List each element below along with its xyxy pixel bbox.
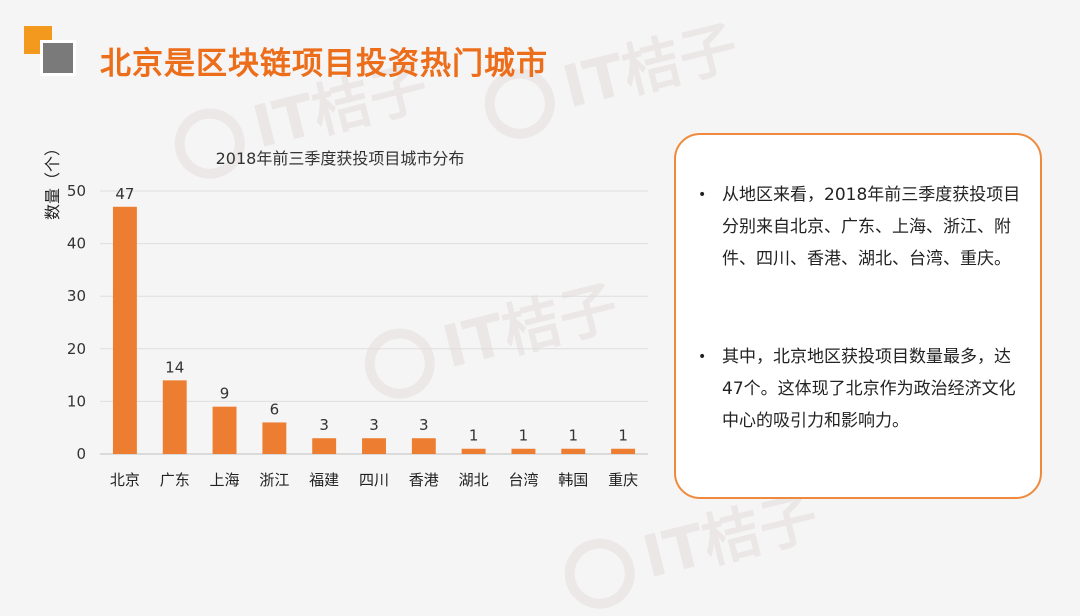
bar: [461, 448, 486, 454]
y-tick-label: 20: [67, 340, 86, 358]
bullet-item: • 从地区来看，2018年前三季度获投项目分别来自北京、广东、上海、浙江、附件、…: [698, 179, 1028, 275]
data-label: 3: [369, 416, 379, 434]
bullet-text: 其中，北京地区获投项目数量最多，达47个。这体现了北京作为政治经济文化中心的吸引…: [722, 347, 1016, 431]
bullet-dot-icon: •: [698, 349, 707, 365]
data-label: 1: [469, 427, 479, 445]
y-tick-label: 10: [67, 392, 86, 410]
y-tick-label: 0: [76, 445, 86, 463]
bar: [112, 206, 137, 454]
bar: [411, 438, 436, 454]
info-box: • 从地区来看，2018年前三季度获投项目分别来自北京、广东、上海、浙江、附件、…: [674, 133, 1042, 499]
x-tick-label: 四川: [359, 471, 389, 489]
bar: [262, 422, 287, 454]
grid-lines: [100, 190, 648, 455]
bar: [162, 380, 187, 454]
bullet-dot-icon: •: [698, 187, 707, 203]
y-tick-label: 50: [67, 182, 86, 200]
data-label: 14: [165, 358, 184, 376]
y-axis-label: 数量（个）: [43, 140, 62, 220]
page-title: 北京是区块链项目投资热门城市: [100, 46, 548, 82]
bullet-text: 从地区来看，2018年前三季度获投项目分别来自北京、广东、上海、浙江、附件、四川…: [722, 185, 1021, 269]
x-tick-label: 韩国: [558, 471, 588, 489]
bar-chart: 2018年前三季度获投项目城市分布 数量（个） 0 10 20 30 40 50 47 14…: [43, 140, 648, 489]
y-tick-labels: 0 10 20 30 40 50: [67, 182, 86, 463]
bar: [212, 406, 237, 454]
y-tick-label: 40: [67, 235, 86, 253]
data-label: 9: [220, 385, 230, 403]
bar: [511, 448, 536, 454]
data-label: 3: [319, 416, 329, 434]
data-label: 3: [419, 416, 429, 434]
data-label: 1: [519, 427, 529, 445]
logo-square-gray: [40, 40, 76, 76]
x-tick-label: 台湾: [508, 471, 538, 489]
x-tick-label: 上海: [210, 471, 240, 489]
x-tick-label: 福建: [309, 471, 339, 489]
data-label: 47: [115, 185, 134, 203]
bar: [561, 448, 586, 454]
data-label: 1: [618, 427, 628, 445]
bar: [312, 438, 337, 454]
x-tick-labels: 北京 广东 上海 浙江 福建 四川 香港 湖北 台湾 韩国 重庆: [110, 471, 638, 489]
data-label: 1: [568, 427, 578, 445]
chart-title: 2018年前三季度获投项目城市分布: [216, 149, 465, 168]
bar: [611, 448, 636, 454]
data-labels: 47 14 9 6 3 3 3 1 1 1 1: [115, 185, 628, 445]
x-tick-label: 香港: [409, 471, 439, 489]
bars: [112, 206, 636, 454]
x-tick-label: 重庆: [608, 471, 638, 489]
bullet-item: • 其中，北京地区获投项目数量最多，达47个。这体现了北京作为政治经济文化中心的…: [698, 341, 1028, 437]
y-tick-label: 30: [67, 287, 86, 305]
watermark-orb-icon: [557, 531, 643, 616]
data-label: 6: [270, 400, 280, 418]
x-tick-label: 北京: [110, 471, 140, 489]
x-tick-label: 湖北: [459, 471, 489, 489]
bar: [362, 438, 386, 454]
x-tick-label: 浙江: [259, 471, 289, 489]
x-tick-label: 广东: [160, 471, 190, 489]
